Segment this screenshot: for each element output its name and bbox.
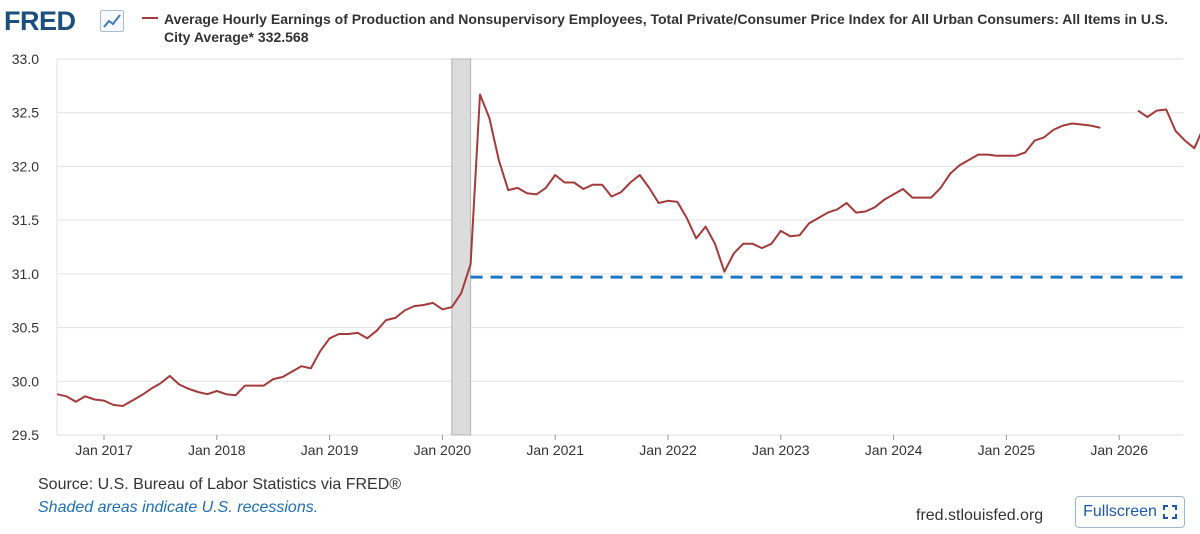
- x-tick-label: Jan 2025: [978, 442, 1036, 458]
- y-tick-label: 33.0: [12, 51, 39, 67]
- fred-logo[interactable]: FRED: [4, 6, 76, 36]
- x-tick-label: Jan 2022: [639, 442, 697, 458]
- x-tick-label: Jan 2019: [301, 442, 359, 458]
- series-line: [56, 93, 1200, 407]
- x-tick-label: Jan 2017: [75, 442, 133, 458]
- y-tick-label: 32.0: [12, 158, 39, 174]
- recession-note: Shaded areas indicate U.S. recessions.: [38, 499, 319, 516]
- series-line-segment: [56, 93, 1101, 407]
- series-line-segment: [1137, 108, 1200, 150]
- legend-swatch: [142, 17, 158, 19]
- recession-band: [451, 58, 472, 436]
- source-value: U.S. Bureau of Labor Statistics via FRED…: [97, 476, 402, 493]
- line-chart[interactable]: 33.0 32.5 32.0 31.5 31.0 30.5 30.0 29.5 Jan 201…: [0, 48, 1200, 468]
- x-tick-label: Jan 2020: [414, 442, 472, 458]
- y-tick-label: 32.5: [12, 105, 39, 121]
- fullscreen-button[interactable]: Fullscreen: [1075, 496, 1185, 528]
- y-tick-label: 30.0: [12, 373, 39, 389]
- x-tick-label: Jan 2024: [865, 442, 923, 458]
- chart-header: FRED Average Hourly Earnings of Producti…: [0, 0, 1200, 56]
- x-tick-label: Jan 2026: [1090, 442, 1148, 458]
- source-label: Source:: [38, 476, 98, 493]
- y-tick-label: 31.5: [12, 212, 39, 228]
- site-url[interactable]: fred.stlouisfed.org: [916, 507, 1044, 524]
- x-tick-label: Jan 2023: [752, 442, 810, 458]
- grid: [56, 58, 1183, 436]
- x-axis-ticks: Jan 2017 Jan 2018 Jan 2019 Jan 2020 Jan 2021…: [75, 435, 1148, 458]
- y-tick-label: 30.5: [12, 320, 39, 336]
- y-tick-label: 31.0: [12, 266, 39, 282]
- x-tick-label: Jan 2021: [526, 442, 584, 458]
- x-tick-label: Jan 2018: [188, 442, 246, 458]
- fullscreen-icon: [1162, 505, 1177, 519]
- trend-graph-icon: [100, 10, 124, 32]
- source-text: Source: U.S. Bureau of Labor Statistics …: [38, 476, 401, 494]
- recession-shading: [451, 58, 472, 436]
- y-tick-label: 29.5: [12, 427, 39, 443]
- fullscreen-label: Fullscreen: [1083, 503, 1157, 520]
- y-axis-ticks: 33.0 32.5 32.0 31.5 31.0 30.5 30.0 29.5: [12, 51, 39, 443]
- legend-series-label: Average Hourly Earnings of Production an…: [164, 11, 1169, 45]
